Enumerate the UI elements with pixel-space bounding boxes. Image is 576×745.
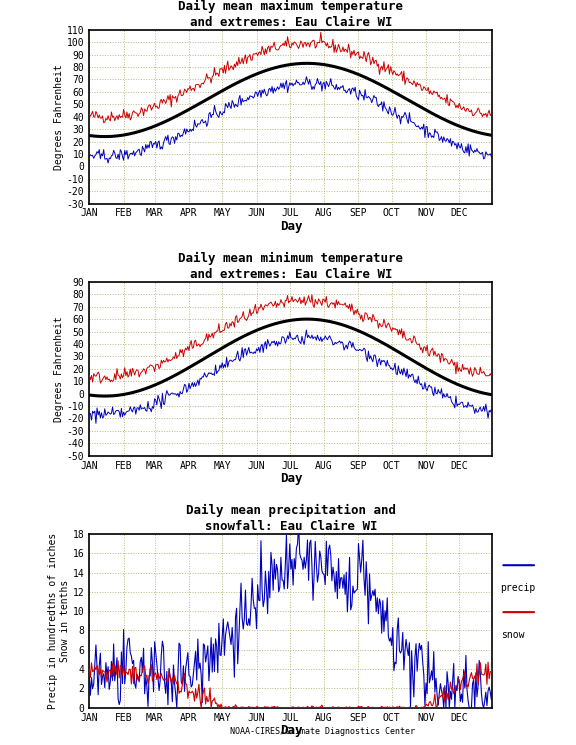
Text: snow: snow: [501, 630, 524, 639]
Text: precip: precip: [501, 583, 536, 592]
snow: [249, 703, 256, 711]
Title: Daily mean precipitation and
snowfall: Eau Claire WI: Daily mean precipitation and snowfall: E…: [186, 504, 396, 533]
Y-axis label: Precip in hundredths of inches
Snow in tenths: Precip in hundredths of inches Snow in t…: [48, 533, 70, 709]
X-axis label: Day: Day: [279, 472, 302, 485]
snow: [198, 703, 204, 712]
precip: [173, 703, 180, 712]
snow: [472, 676, 479, 685]
X-axis label: Day: Day: [279, 220, 302, 233]
snow: [172, 676, 179, 685]
snow: [434, 703, 441, 711]
precip: [198, 670, 204, 679]
Line: precip: precip: [89, 524, 492, 708]
precip: [250, 595, 257, 604]
snow: [115, 656, 122, 665]
snow: [251, 703, 258, 712]
Line: snow: snow: [89, 661, 492, 708]
Y-axis label: Degrees Fahrenheit: Degrees Fahrenheit: [54, 316, 64, 422]
X-axis label: Day: Day: [279, 724, 302, 737]
snow: [489, 662, 496, 671]
Title: Daily mean minimum temperature
and extremes: Eau Claire WI: Daily mean minimum temperature and extre…: [179, 252, 403, 281]
Y-axis label: Degrees Fahrenheit: Degrees Fahrenheit: [54, 64, 64, 170]
precip: [295, 520, 302, 529]
precip: [171, 679, 178, 688]
precip: [472, 668, 479, 677]
precip: [86, 672, 93, 681]
precip: [489, 681, 496, 690]
precip: [434, 691, 441, 700]
Title: Daily mean maximum temperature
and extremes: Eau Claire WI: Daily mean maximum temperature and extre…: [179, 0, 403, 28]
snow: [208, 703, 215, 712]
Text: NOAA-CIRES/Climate Diagnostics Center: NOAA-CIRES/Climate Diagnostics Center: [230, 727, 415, 736]
snow: [86, 664, 93, 673]
precip: [248, 601, 255, 610]
